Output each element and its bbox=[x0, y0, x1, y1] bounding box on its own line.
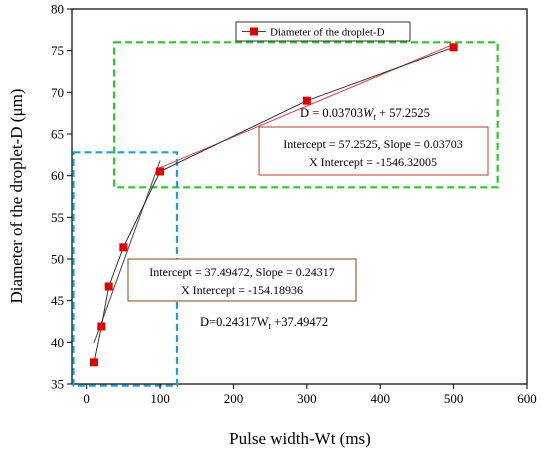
low-box-frame bbox=[127, 258, 357, 302]
data-point bbox=[97, 322, 106, 331]
data-point bbox=[119, 243, 128, 252]
fit-low-line bbox=[93, 160, 161, 344]
high-fit-equation: D = 0.03703Wt + 57.2525 bbox=[300, 106, 430, 122]
data-point bbox=[156, 167, 165, 176]
x-tick-label: 500 bbox=[444, 391, 464, 406]
high-eq-prefix: D = 0.03703 bbox=[300, 106, 363, 120]
high-box-line2: X Intercept = -1546.32005 bbox=[309, 155, 437, 169]
low-fit-equation: D=0.24317Wt +37.49472 bbox=[200, 315, 328, 331]
low-eq-prefix: D=0.24317W bbox=[200, 315, 269, 329]
y-tick-label: 50 bbox=[51, 252, 64, 267]
y-tick-label: 75 bbox=[51, 43, 64, 58]
data-series bbox=[90, 43, 458, 367]
x-tick-label: 0 bbox=[83, 391, 90, 406]
y-tick-label: 80 bbox=[51, 2, 64, 17]
y-tick-label: 70 bbox=[51, 85, 64, 100]
low-fit-stats-box: Intercept = 37.49472, Slope = 0.24317 X … bbox=[127, 258, 357, 302]
x-tick-label: 400 bbox=[370, 391, 390, 406]
axes: 0 100 200 300 400 500 600 35 40 45 50 55 60 65 70 75 80 bbox=[51, 2, 537, 407]
high-box-frame bbox=[258, 126, 489, 176]
legend-marker bbox=[250, 27, 258, 36]
high-fit-stats-box: Intercept = 57.2525, Slope = 0.03703 X I… bbox=[258, 126, 489, 176]
y-tick-label: 60 bbox=[51, 168, 64, 183]
high-eq-var: W bbox=[363, 106, 375, 120]
low-eq-suffix: +37.49472 bbox=[271, 315, 328, 329]
x-tick-label: 600 bbox=[517, 391, 537, 406]
y-tick-label: 65 bbox=[51, 127, 64, 142]
y-tick-label: 55 bbox=[51, 210, 64, 225]
data-point bbox=[90, 358, 99, 367]
high-eq-sub: t bbox=[373, 112, 376, 122]
x-tick-label: 200 bbox=[224, 391, 244, 406]
legend-label: Diameter of the droplet-D bbox=[270, 27, 385, 39]
data-point bbox=[104, 282, 113, 291]
legend-frame bbox=[235, 21, 411, 42]
y-tick-label: 45 bbox=[51, 293, 64, 308]
low-eq-sub: t bbox=[269, 321, 272, 331]
high-box-line1: Intercept = 57.2525, Slope = 0.03703 bbox=[283, 137, 463, 151]
x-tick-label: 100 bbox=[150, 391, 170, 406]
y-tick-label: 40 bbox=[51, 335, 64, 350]
y-tick-label: 35 bbox=[51, 377, 64, 392]
y-axis-title: Diameter of the droplet-D (μm) bbox=[7, 89, 26, 304]
low-box-line1: Intercept = 37.49472, Slope = 0.24317 bbox=[149, 265, 335, 279]
x-axis-title: Pulse width-Wt (ms) bbox=[229, 429, 371, 448]
high-range-region bbox=[112, 41, 499, 189]
low-box-line2: X Intercept = -154.18936 bbox=[181, 283, 303, 297]
data-point bbox=[449, 43, 458, 52]
high-eq-suffix: + 57.2525 bbox=[376, 106, 430, 120]
data-point bbox=[302, 96, 311, 105]
x-tick-label: 300 bbox=[297, 391, 317, 406]
legend: Diameter of the droplet-D bbox=[235, 21, 411, 42]
